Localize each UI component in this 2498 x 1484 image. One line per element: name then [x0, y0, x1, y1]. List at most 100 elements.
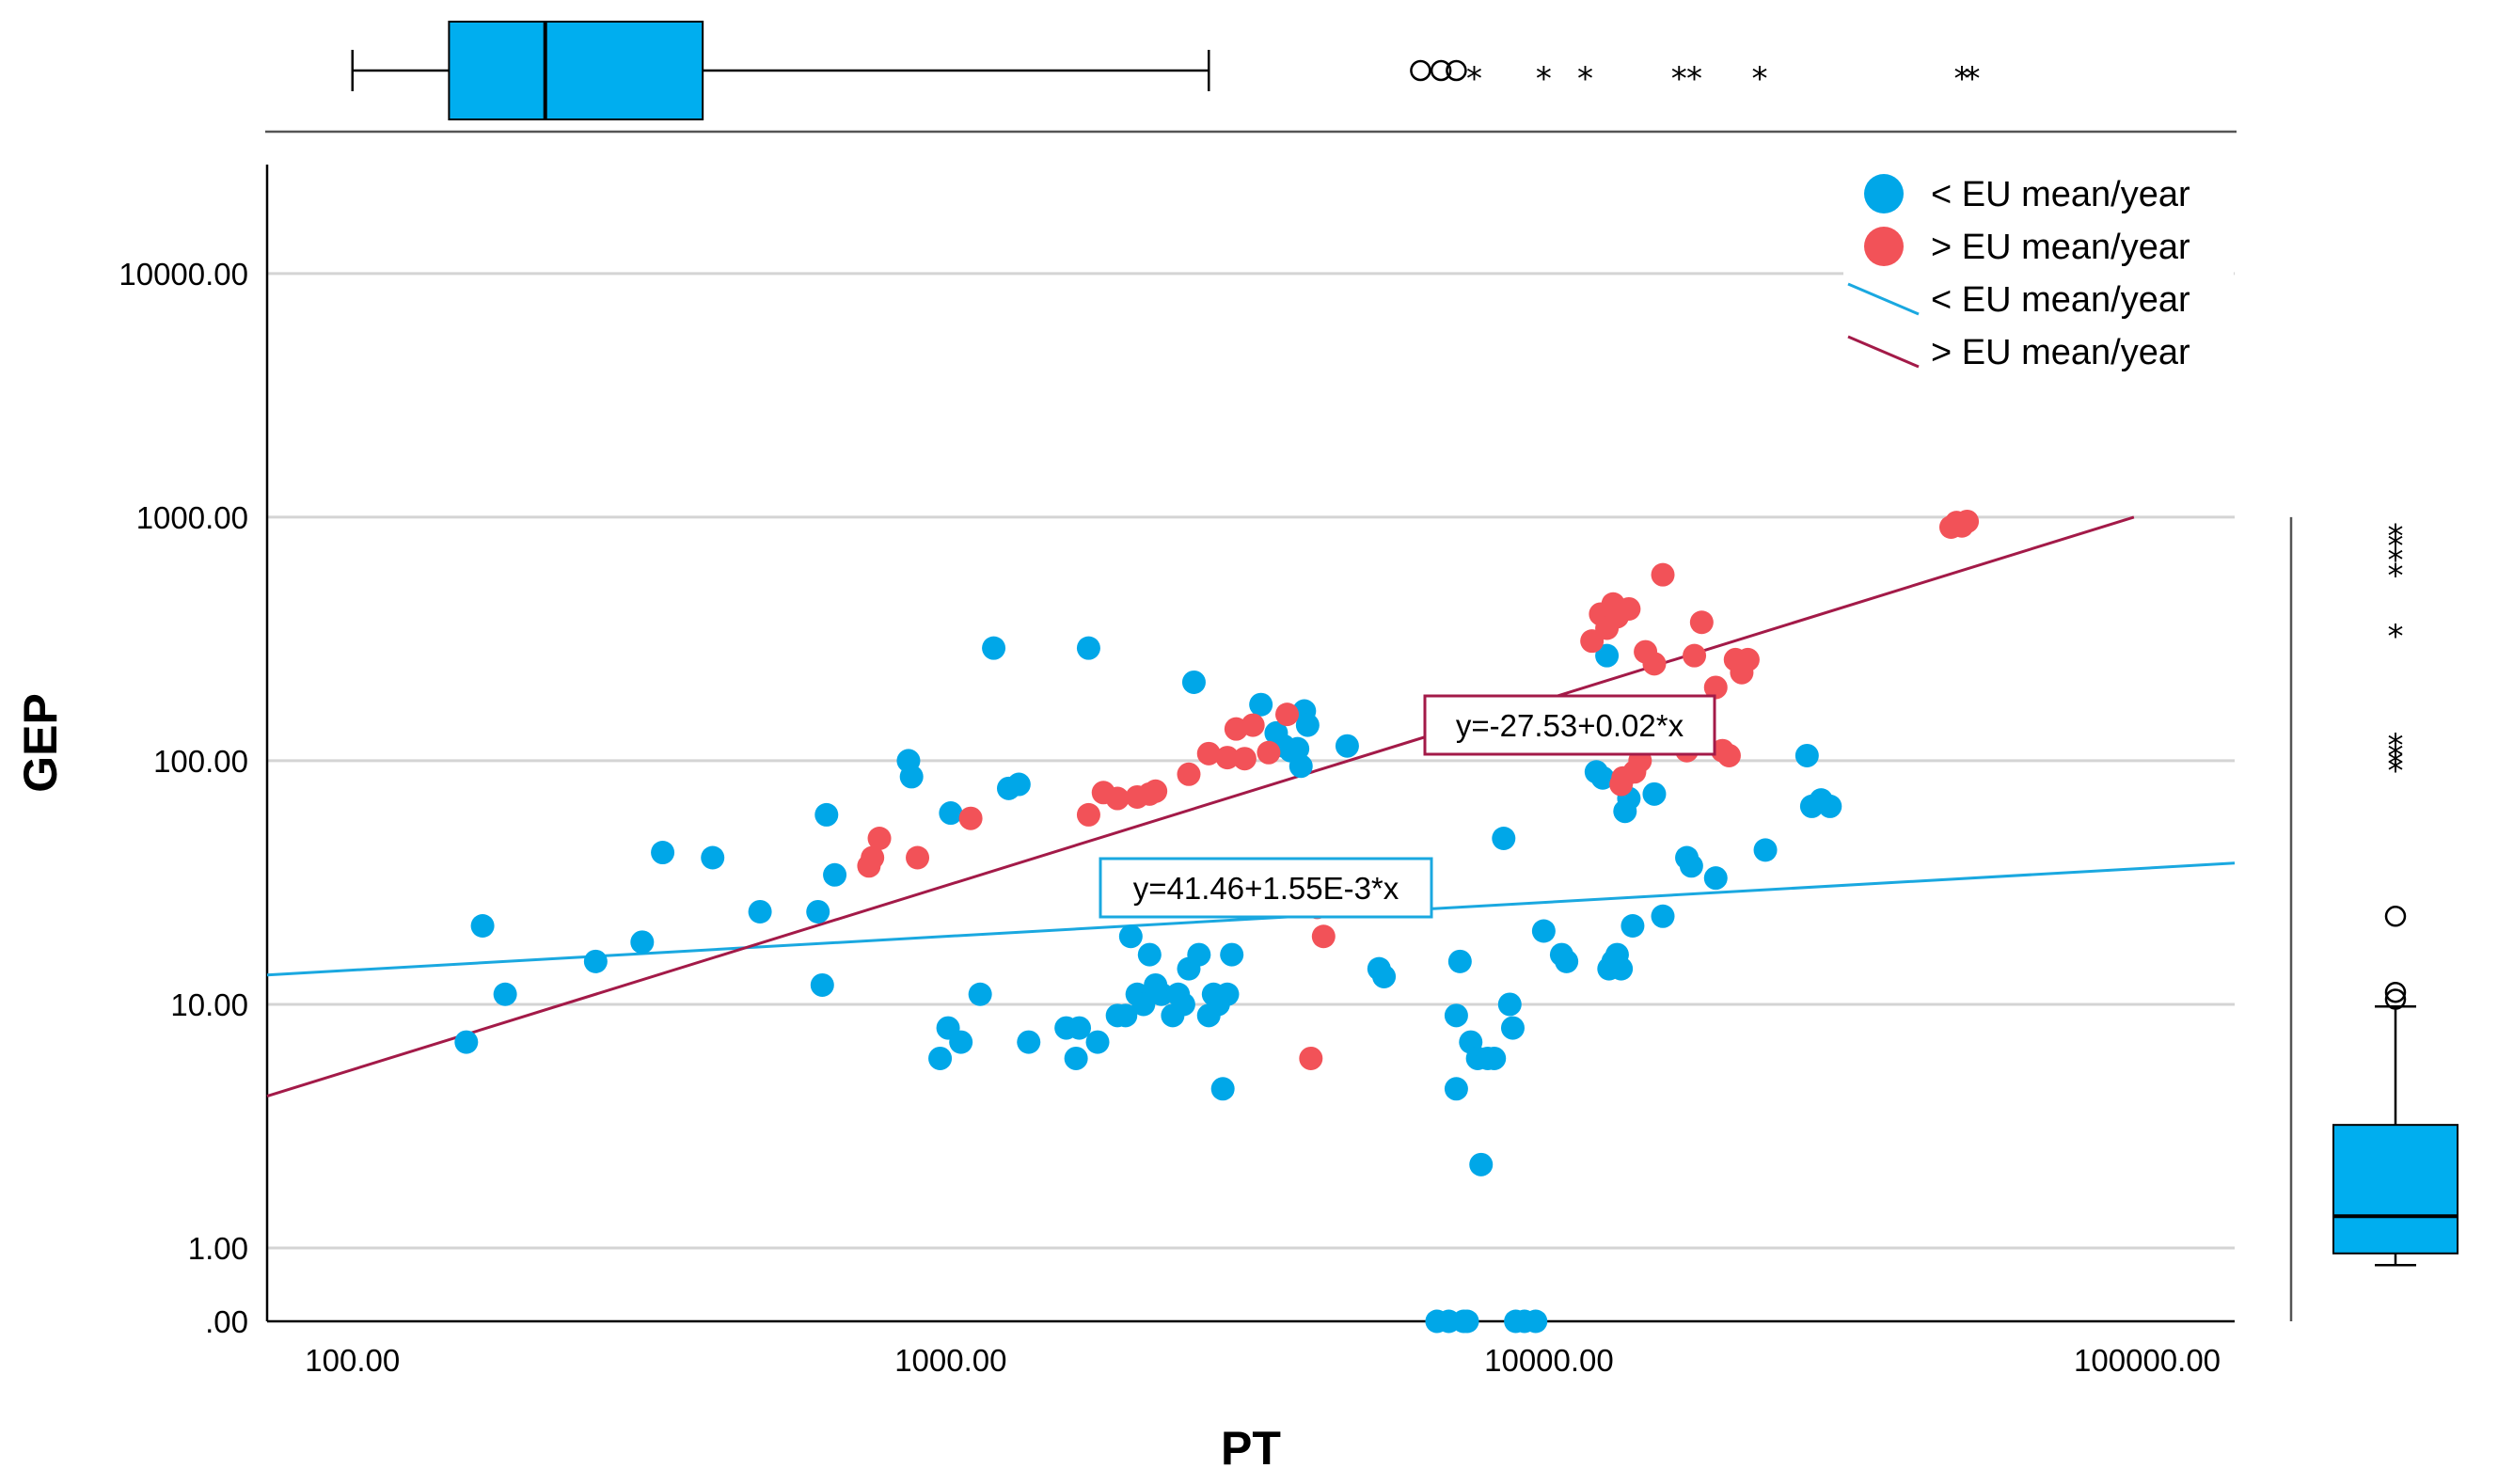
below-point	[583, 949, 608, 973]
legend-label: > EU mean/year	[1931, 228, 2190, 267]
legend-line-above	[1847, 335, 1920, 369]
below-point	[454, 1030, 479, 1054]
below-point	[1085, 1030, 1110, 1054]
fit-equations: y=41.46+1.55E-3*x y=-27.53+0.02*x	[1099, 694, 1716, 919]
below-point	[814, 802, 839, 827]
above-point	[1716, 743, 1741, 767]
below-equation-label: y=41.46+1.55E-3*x	[1133, 871, 1399, 906]
above-equation-box	[1423, 694, 1716, 756]
above-point	[906, 845, 930, 870]
above-point	[1076, 802, 1100, 827]
below-point	[651, 841, 675, 865]
x-boxplot-outlier	[1430, 59, 1452, 82]
above-point	[1105, 786, 1130, 811]
above-point	[1215, 746, 1240, 770]
above-point	[1703, 675, 1728, 700]
below-point	[1609, 956, 1634, 981]
legend-label: < EU mean/year	[1931, 175, 2190, 214]
above-point	[861, 845, 885, 870]
y-tick-label: 10.00	[170, 987, 248, 1022]
below-point	[493, 982, 517, 1006]
x-boxplot-outlier	[1446, 59, 1467, 82]
below-point	[1286, 736, 1310, 761]
below-point	[1017, 1030, 1041, 1054]
legend-background	[1843, 160, 2234, 376]
y-tick-label: 100.00	[153, 744, 248, 779]
below-point	[1131, 992, 1156, 1017]
x-boxplot-extreme: *	[1466, 60, 1482, 98]
below-point	[1590, 766, 1615, 790]
x-boxplot-extreme: *	[1965, 60, 1981, 98]
x-tick-label: 100.00	[305, 1343, 400, 1378]
x-boxplot-extreme: *	[1953, 60, 1969, 98]
above-fit-line	[266, 515, 2135, 1098]
below-point	[1295, 713, 1320, 737]
above-point	[958, 806, 983, 830]
legend-label: > EU mean/year	[1931, 333, 2190, 372]
below-point	[1492, 827, 1516, 851]
x-boxplot-box	[448, 21, 704, 120]
x-boxplot-outlier	[1410, 59, 1431, 82]
y-tick-label: 1.00	[188, 1231, 248, 1266]
below-point	[806, 899, 830, 924]
below-point	[1444, 1003, 1468, 1028]
above-point	[1955, 509, 1980, 533]
below-point	[1210, 1077, 1235, 1101]
below-point	[1181, 670, 1206, 694]
x-tick-label: 1000.00	[894, 1343, 1006, 1378]
y-boxplot-extreme: *	[2388, 558, 2404, 595]
below-equation-box	[1099, 857, 1433, 919]
below-point	[1455, 1309, 1479, 1334]
below-point	[1006, 772, 1031, 797]
x-boxplot: * * * * * * **	[265, 21, 2237, 134]
below-point	[982, 636, 1006, 660]
y-boxplot-extreme: *	[2388, 752, 2404, 790]
below-point	[1555, 949, 1579, 973]
y-boxplot-extreme: *	[2388, 618, 2404, 655]
legend: < EU mean/year > EU mean/year < EU mean/ye…	[1843, 160, 2234, 376]
above-point	[1617, 596, 1641, 621]
x-axis-title: PT	[1221, 1422, 1281, 1475]
y-boxplot-extreme: *	[2388, 737, 2404, 775]
below-point	[1497, 992, 1522, 1017]
below-point	[1447, 949, 1472, 973]
below-point	[1818, 794, 1842, 818]
below-point	[1137, 942, 1162, 967]
below-point	[823, 862, 847, 887]
above-point	[1196, 741, 1221, 766]
below-point	[1067, 1016, 1092, 1040]
y-boxplot-box	[2332, 1124, 2458, 1255]
below-point	[1064, 1046, 1088, 1070]
below-point	[1524, 1309, 1548, 1334]
x-tick-label: 100000.00	[2074, 1343, 2221, 1378]
above-point	[1241, 713, 1265, 737]
below-point	[748, 899, 772, 924]
above-point	[1177, 762, 1201, 786]
below-point	[1794, 743, 1819, 767]
below-point	[1703, 866, 1728, 891]
above-point	[1275, 703, 1300, 727]
below-point	[1171, 992, 1195, 1017]
x-boxplot-extreme: *	[1536, 60, 1552, 98]
below-point	[1076, 636, 1100, 660]
below-point	[1289, 754, 1313, 779]
y-boxplot-outlier	[2384, 906, 2407, 927]
below-point	[1679, 854, 1703, 878]
below-point	[1531, 919, 1556, 943]
below-point	[470, 914, 495, 939]
below-point	[1215, 982, 1240, 1006]
y-boxplot-extreme: *	[2388, 528, 2404, 565]
x-boxplot-extreme: *	[1577, 60, 1593, 98]
above-point	[1642, 652, 1667, 676]
y-boxplot-extreme: *	[2388, 727, 2404, 765]
y-tick-label: .00	[205, 1304, 248, 1339]
legend-marker-above	[1864, 227, 1904, 266]
x-boxplot-extreme: *	[1751, 60, 1767, 98]
x-tick-label: 10000.00	[1484, 1343, 1614, 1378]
below-point	[701, 845, 725, 870]
below-point	[630, 930, 655, 955]
below-point	[1114, 1003, 1138, 1028]
legend-label: < EU mean/year	[1931, 280, 2190, 320]
below-point	[949, 1030, 973, 1054]
y-boxplot-extreme: *	[2388, 745, 2404, 782]
